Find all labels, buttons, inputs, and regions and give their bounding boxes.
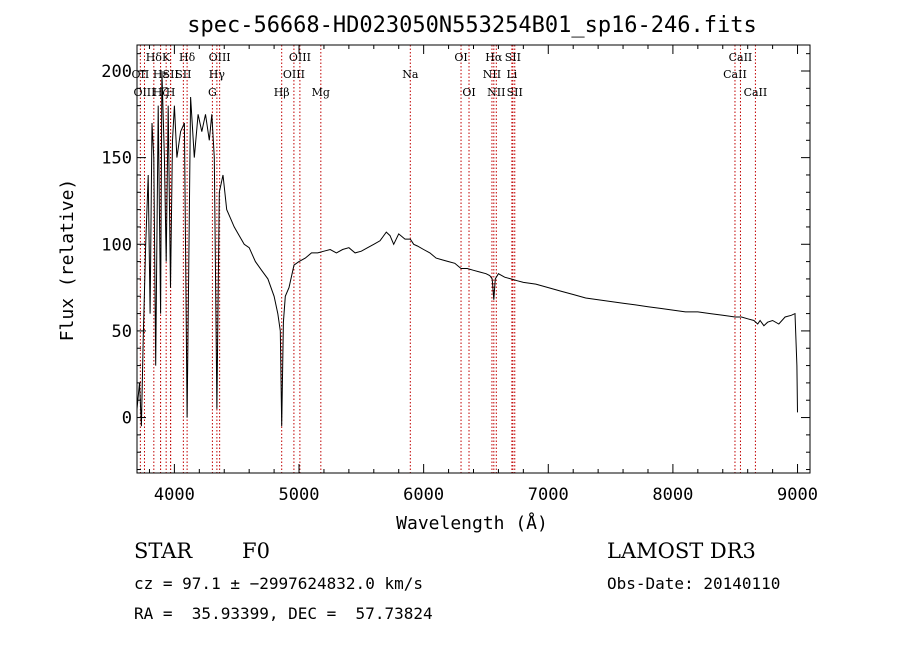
line-label-20: Hα — [485, 51, 503, 64]
line-label-23: SII — [505, 51, 521, 64]
line-label-22: NII — [487, 86, 505, 99]
x-tick-label-9000: 9000 — [777, 485, 818, 505]
line-label-10: OIII — [209, 51, 231, 64]
x-tick-label-5000: 5000 — [279, 485, 320, 505]
line-label-2: OIII — [133, 86, 155, 99]
x-tick-label-7000: 7000 — [528, 485, 569, 505]
plot-frame — [136, 44, 811, 474]
line-label-15: OIII — [283, 68, 305, 81]
ra-dec-coordinates: RA = 35.93399, DEC = 57.73824 — [134, 604, 433, 623]
flux-series-line — [136, 70, 798, 427]
line-label-17: Na — [402, 68, 419, 81]
line-label-1: OII — [132, 68, 150, 81]
line-label-18: OI — [454, 51, 467, 64]
line-label-24: Li — [506, 68, 517, 81]
y-tick-label-200: 200 — [101, 62, 132, 82]
y-tick-label-150: 150 — [101, 149, 132, 169]
object-class: STAR — [134, 539, 193, 563]
line-label-27: CaII — [723, 68, 747, 81]
line-label-26: CaII — [729, 51, 753, 64]
line-label-4: Hζ — [153, 86, 169, 99]
x-axis-label: Wavelength (Å) — [396, 512, 548, 534]
line-label-21: NII — [483, 68, 501, 81]
line-label-25: SII — [507, 86, 523, 99]
x-tick-label-6000: 6000 — [403, 485, 444, 505]
line-label-19: OI — [462, 86, 475, 99]
redshift-value: cz = 97.1 ± −2997624832.0 km/s — [134, 574, 423, 593]
y-tick-label-50: 50 — [112, 322, 132, 342]
observation-date: Obs-Date: 20140110 — [607, 574, 781, 593]
line-label-13: Hβ — [274, 86, 290, 99]
survey-name: LAMOST DR3 — [607, 539, 756, 563]
line-label-16: Mg — [312, 86, 330, 99]
y-axis-ticks: 0 50 100 150 200 — [101, 53, 810, 471]
x-tick-label-8000: 8000 — [652, 485, 693, 505]
chart-title: spec-56668-HD023050N553254B01_sp16-246.f… — [187, 13, 757, 38]
object-subclass: F0 — [242, 539, 270, 563]
line-label-9: SII — [175, 68, 191, 81]
line-label-28: CaII — [744, 86, 768, 99]
line-label-8: Hδ — [179, 51, 196, 64]
y-tick-label-0: 0 — [122, 409, 132, 429]
line-label-7: H — [166, 86, 176, 99]
x-axis-ticks: 4000 5000 6000 7000 8000 9000 — [148, 45, 818, 505]
line-label-14: OIII — [289, 51, 311, 64]
y-axis-label: Flux (relative) — [57, 179, 78, 342]
line-label-0: Hδ — [146, 51, 163, 64]
line-label-3: Hε — [153, 68, 169, 81]
x-tick-label-4000: 4000 — [154, 485, 195, 505]
line-label-11: Hγ — [209, 68, 226, 81]
line-label-5: K — [162, 51, 171, 64]
line-label-6: SII — [163, 68, 179, 81]
y-tick-label-100: 100 — [101, 235, 132, 255]
line-markers — [139, 45, 756, 473]
line-label-12: G — [208, 86, 217, 99]
